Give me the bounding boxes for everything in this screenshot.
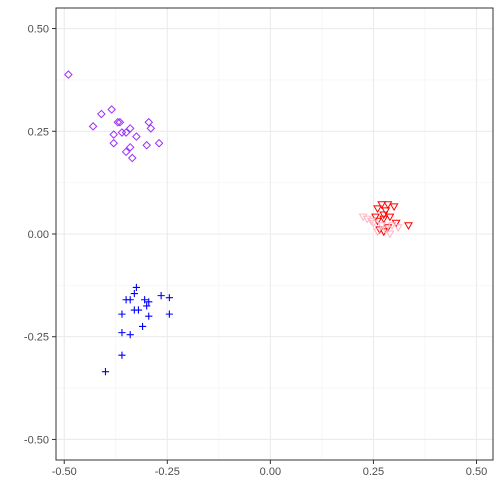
data-point-series-4	[126, 331, 134, 339]
data-point-series-4	[130, 289, 138, 298]
data-point-series-3	[358, 213, 368, 222]
data-point-series-2	[379, 215, 389, 224]
x-tick-label: 0.00	[260, 466, 281, 478]
data-point-series-4	[143, 302, 151, 310]
data-point-series-2	[373, 217, 383, 226]
data-point-series-2	[385, 213, 395, 222]
x-tick-label: -0.50	[52, 466, 77, 478]
x-tick-label: -0.25	[155, 466, 180, 478]
data-point-series-4	[130, 306, 138, 314]
data-point-series-2	[391, 219, 401, 228]
data-point-series-1	[109, 138, 119, 148]
data-point-series-1	[132, 132, 141, 141]
data-point-series-3	[385, 230, 395, 239]
data-point-series-4	[132, 283, 140, 292]
x-axis: -0.50 -0.25 0.00 0.25 0.50	[52, 460, 487, 478]
data-point-series-1	[64, 70, 73, 79]
data-point-series-3	[368, 219, 378, 228]
data-point-series-2	[404, 222, 413, 231]
data-point-series-2	[383, 224, 393, 233]
y-tick-label: 0.50	[28, 24, 49, 36]
data-point-series-3	[366, 217, 376, 226]
data-point-series-3	[362, 215, 372, 224]
data-point-series-1	[154, 138, 164, 148]
data-point-series-2	[373, 205, 383, 214]
data-point-series-4	[165, 294, 173, 302]
data-point-series-3	[387, 222, 397, 231]
data-point-series-3	[381, 226, 391, 235]
data-point-series-4	[118, 329, 126, 337]
data-point-series-1	[107, 105, 116, 114]
data-point-series-1	[127, 153, 137, 163]
y-tick-label: -0.50	[24, 434, 49, 446]
data-point-series-4	[145, 312, 153, 320]
data-point-series-2	[375, 226, 385, 235]
data-points	[64, 70, 413, 376]
data-point-series-2	[381, 207, 391, 216]
data-point-series-4	[157, 292, 165, 300]
y-tick-label: 0.00	[28, 229, 49, 241]
y-tick-label: -0.25	[24, 332, 49, 344]
y-tick-label: 0.25	[28, 126, 49, 138]
data-point-series-1	[117, 128, 127, 137]
data-point-series-1	[125, 124, 135, 133]
data-point-series-2	[389, 203, 399, 212]
data-point-series-1	[121, 147, 131, 157]
data-point-series-1	[109, 130, 119, 139]
y-axis: -0.50 -0.25 0.00 0.25 0.50	[24, 24, 56, 446]
data-point-series-1	[97, 109, 106, 119]
data-point-series-3	[373, 228, 383, 237]
data-point-series-1	[113, 117, 123, 127]
data-point-series-2	[379, 211, 389, 220]
data-point-series-4	[118, 310, 126, 318]
data-point-series-4	[165, 310, 173, 318]
data-point-series-4	[101, 368, 110, 376]
data-point-series-4	[138, 322, 147, 331]
data-point-series-4	[126, 296, 134, 304]
data-point-series-2	[377, 201, 387, 210]
data-point-series-3	[393, 224, 403, 233]
data-point-series-1	[146, 124, 156, 133]
data-point-series-2	[383, 201, 393, 210]
data-point-series-1	[142, 140, 152, 150]
x-tick-label: 0.50	[466, 466, 487, 478]
data-point-series-1	[88, 122, 98, 131]
major-gridlines	[56, 8, 493, 460]
data-point-series-2	[371, 213, 380, 222]
data-point-series-4	[145, 298, 153, 306]
data-point-series-1	[115, 117, 125, 127]
data-point-series-1	[144, 117, 154, 127]
data-point-series-4	[118, 351, 126, 359]
x-tick-label: 0.25	[363, 466, 384, 478]
data-point-series-1	[125, 142, 135, 152]
data-point-series-4	[141, 296, 149, 304]
data-point-series-3	[377, 222, 387, 231]
